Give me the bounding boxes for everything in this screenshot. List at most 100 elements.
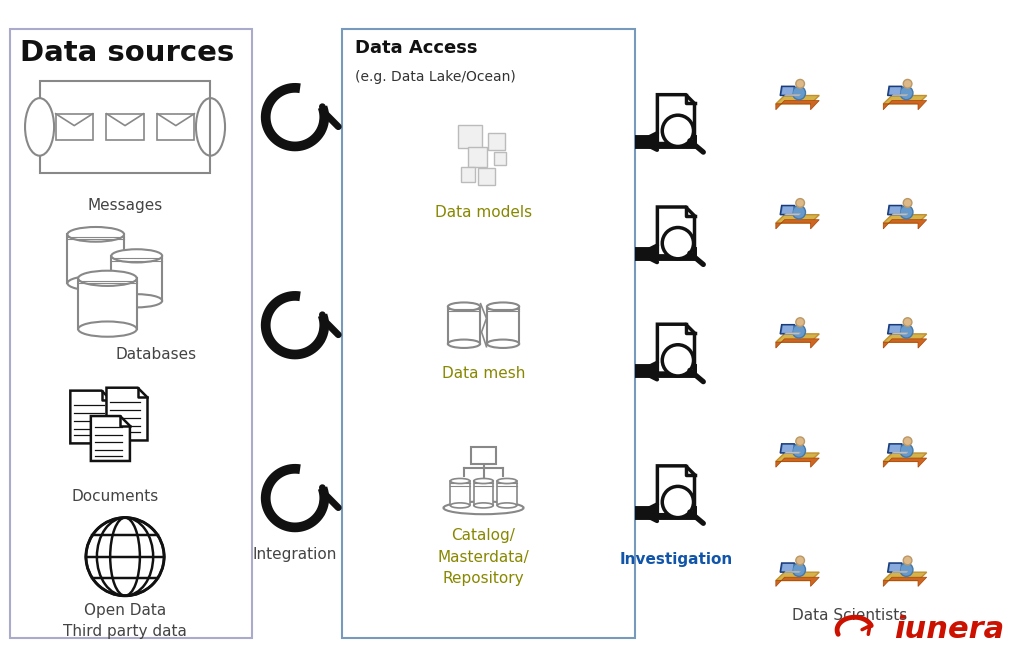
Bar [10, 29, 252, 638]
Polygon shape [888, 563, 902, 572]
Circle shape [903, 79, 912, 88]
Polygon shape [892, 95, 908, 96]
Bar [461, 167, 475, 182]
Polygon shape [889, 445, 901, 452]
Ellipse shape [112, 294, 162, 307]
Text: Data mesh: Data mesh [441, 366, 525, 382]
Ellipse shape [112, 249, 162, 262]
Polygon shape [776, 334, 819, 342]
Ellipse shape [900, 86, 913, 99]
Polygon shape [892, 213, 908, 215]
Polygon shape [776, 215, 819, 223]
Circle shape [903, 556, 912, 565]
Circle shape [903, 199, 912, 207]
Polygon shape [884, 101, 927, 110]
Polygon shape [892, 452, 908, 454]
Text: Data sources: Data sources [19, 39, 233, 67]
Text: Repository: Repository [442, 572, 524, 586]
Polygon shape [781, 87, 794, 95]
Text: Open Data: Open Data [84, 602, 166, 618]
Polygon shape [884, 334, 927, 342]
Bar [468, 147, 487, 167]
Polygon shape [884, 219, 927, 229]
Polygon shape [657, 324, 694, 373]
Ellipse shape [68, 227, 124, 241]
Ellipse shape [900, 205, 913, 219]
Polygon shape [781, 564, 794, 571]
Circle shape [796, 556, 805, 565]
Polygon shape [657, 95, 694, 143]
Ellipse shape [900, 444, 913, 457]
Polygon shape [781, 207, 794, 213]
Polygon shape [784, 571, 801, 572]
Ellipse shape [793, 205, 806, 219]
Polygon shape [780, 86, 795, 95]
Polygon shape [780, 205, 795, 215]
Bar [487, 133, 505, 150]
Text: Integration: Integration [253, 547, 337, 562]
Text: Data models: Data models [435, 205, 532, 220]
Circle shape [663, 227, 693, 259]
Polygon shape [776, 101, 819, 110]
Polygon shape [884, 339, 927, 348]
Bar [458, 125, 481, 148]
Circle shape [796, 437, 805, 446]
Ellipse shape [793, 444, 806, 457]
Polygon shape [889, 87, 901, 95]
Circle shape [796, 199, 805, 207]
Text: Databases: Databases [116, 347, 197, 362]
Text: Investigation: Investigation [620, 552, 732, 567]
Ellipse shape [451, 478, 470, 484]
Circle shape [663, 486, 693, 518]
Circle shape [86, 518, 164, 596]
Polygon shape [657, 466, 694, 515]
Polygon shape [888, 444, 902, 453]
Text: Masterdata/: Masterdata/ [437, 550, 529, 565]
Polygon shape [776, 95, 819, 104]
Bar [474, 481, 494, 506]
Ellipse shape [498, 478, 517, 484]
Polygon shape [889, 325, 901, 333]
Polygon shape [892, 571, 908, 572]
Bar [55, 113, 93, 140]
Polygon shape [106, 388, 147, 440]
Bar [478, 169, 495, 185]
Text: Third party data: Third party data [63, 624, 187, 639]
Polygon shape [889, 564, 901, 571]
Bar [471, 448, 497, 464]
Bar [487, 307, 519, 344]
Polygon shape [888, 325, 902, 334]
Text: iunera: iunera [894, 616, 1004, 644]
Polygon shape [776, 577, 819, 586]
Polygon shape [780, 325, 795, 334]
Ellipse shape [900, 563, 913, 576]
Polygon shape [781, 445, 794, 452]
Text: Catalog/: Catalog/ [452, 528, 515, 544]
Polygon shape [884, 458, 927, 468]
Bar [158, 113, 195, 140]
Polygon shape [884, 572, 927, 580]
Ellipse shape [25, 98, 54, 155]
Bar [498, 481, 517, 506]
Ellipse shape [487, 340, 519, 348]
Bar [342, 29, 635, 638]
Circle shape [796, 317, 805, 326]
Polygon shape [780, 563, 795, 572]
Ellipse shape [793, 86, 806, 99]
Circle shape [903, 437, 912, 446]
Polygon shape [888, 86, 902, 95]
Polygon shape [784, 95, 801, 96]
Circle shape [796, 79, 805, 88]
Polygon shape [892, 333, 908, 334]
Ellipse shape [447, 340, 480, 348]
Text: Data Access: Data Access [354, 39, 477, 57]
Circle shape [663, 115, 693, 147]
Text: Data Scientists: Data Scientists [793, 608, 907, 624]
Bar [451, 481, 470, 506]
Polygon shape [884, 577, 927, 586]
Polygon shape [776, 458, 819, 468]
Ellipse shape [793, 563, 806, 576]
Polygon shape [888, 205, 902, 215]
Polygon shape [884, 453, 927, 462]
Polygon shape [776, 219, 819, 229]
